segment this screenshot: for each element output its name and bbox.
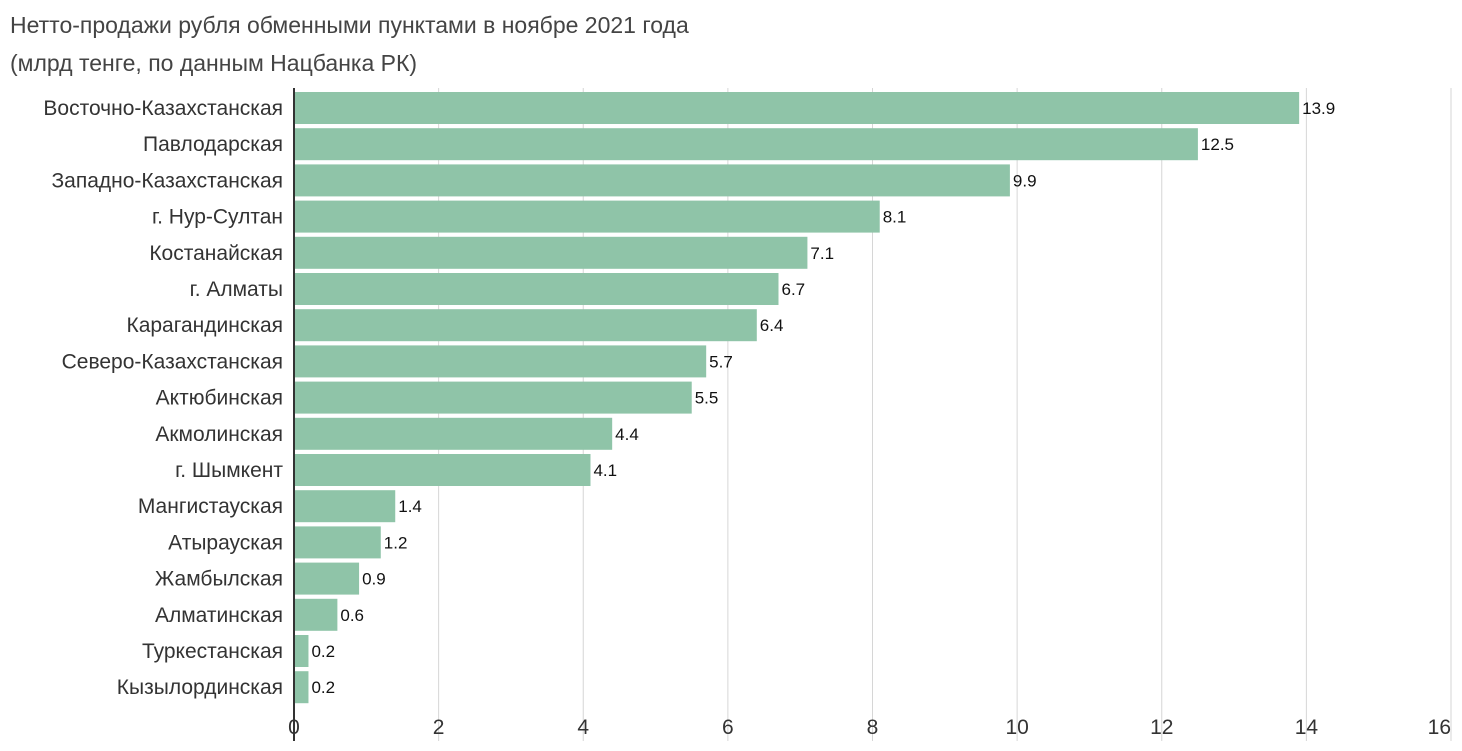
category-label-15: Туркестанская [142,640,283,663]
x-tick-label-7: 14 [1295,716,1319,739]
bar-16 [294,671,309,704]
bar-9 [294,417,613,450]
category-label-4: Костанайская [149,242,283,265]
value-label-5: 6.7 [781,280,805,299]
bar-15 [294,635,309,667]
bar-2 [294,164,1010,197]
value-label-10: 4.1 [593,461,617,480]
bar-7 [294,345,707,378]
x-tick-label-1: 2 [433,716,445,739]
category-label-14: Алматинская [155,604,283,627]
category-label-1: Павлодарская [143,133,283,156]
category-labels: Восточно-Казахстанская Павлодарская Западн… [43,97,283,699]
bar-13 [294,562,360,595]
value-label-0: 13.9 [1302,99,1335,118]
category-label-10: г. Шымкент [175,459,283,482]
value-label-1: 12.5 [1201,135,1234,154]
bars [294,92,1300,704]
x-tick-label-2: 4 [577,716,589,739]
category-label-0: Восточно-Казахстанская [43,97,283,120]
category-label-13: Жамбылская [155,568,283,591]
bar-1 [294,128,1198,161]
bar-0 [294,92,1300,124]
value-label-7: 5.7 [709,352,733,371]
category-label-9: Акмолинская [155,423,283,446]
x-tick-labels: 0246810121416 [288,716,1451,739]
value-label-9: 4.4 [615,425,639,444]
value-label-12: 1.2 [384,533,408,552]
value-label-16: 0.2 [311,678,335,697]
bar-10 [294,454,591,486]
bar-12 [294,526,381,559]
gridlines [438,88,1452,741]
value-label-14: 0.6 [340,606,364,625]
x-tick-label-6: 12 [1150,716,1173,739]
category-label-8: Актюбинская [156,387,283,410]
category-label-7: Северо-Казахстанская [62,350,283,373]
chart-title: Нетто-продажи рубля обменными пунктами в… [10,12,689,38]
x-tick-label-8: 16 [1428,716,1451,739]
category-label-12: Атырауская [168,531,283,554]
chart-title-block: Нетто-продажи рубля обменными пунктами в… [10,6,689,82]
value-label-11: 1.4 [398,497,422,516]
category-label-3: г. Нур-Султан [152,206,283,229]
bar-6 [294,309,757,342]
category-label-5: г. Алматы [190,278,283,301]
bar-8 [294,381,692,414]
value-label-13: 0.9 [362,570,386,589]
x-tick-label-3: 6 [722,716,734,739]
category-label-11: Мангистауская [138,495,283,518]
bar-14 [294,598,338,631]
x-tick-label-5: 10 [1005,716,1028,739]
bar-5 [294,273,779,305]
category-label-2: Западно-Казахстанская [51,169,283,192]
value-labels: 13.9 12.5 9.9 8.1 7.1 6.7 6.4 5.7 5.5 4.4 4.1 1.4 1.… [311,99,1335,697]
category-label-16: Кызылординская [117,676,283,699]
bar-11 [294,490,396,523]
value-label-2: 9.9 [1013,171,1037,190]
value-label-6: 6.4 [760,316,784,335]
category-label-6: Карагандинская [126,314,283,337]
x-tick-label-4: 8 [867,716,879,739]
bar-3 [294,200,880,233]
bar-4 [294,236,808,269]
value-label-4: 7.1 [810,244,834,263]
value-label-15: 0.2 [311,642,335,661]
chart-subtitle: (млрд тенге, по данным Нацбанка РК) [10,50,418,76]
value-label-3: 8.1 [883,208,907,227]
value-label-8: 5.5 [695,389,719,408]
